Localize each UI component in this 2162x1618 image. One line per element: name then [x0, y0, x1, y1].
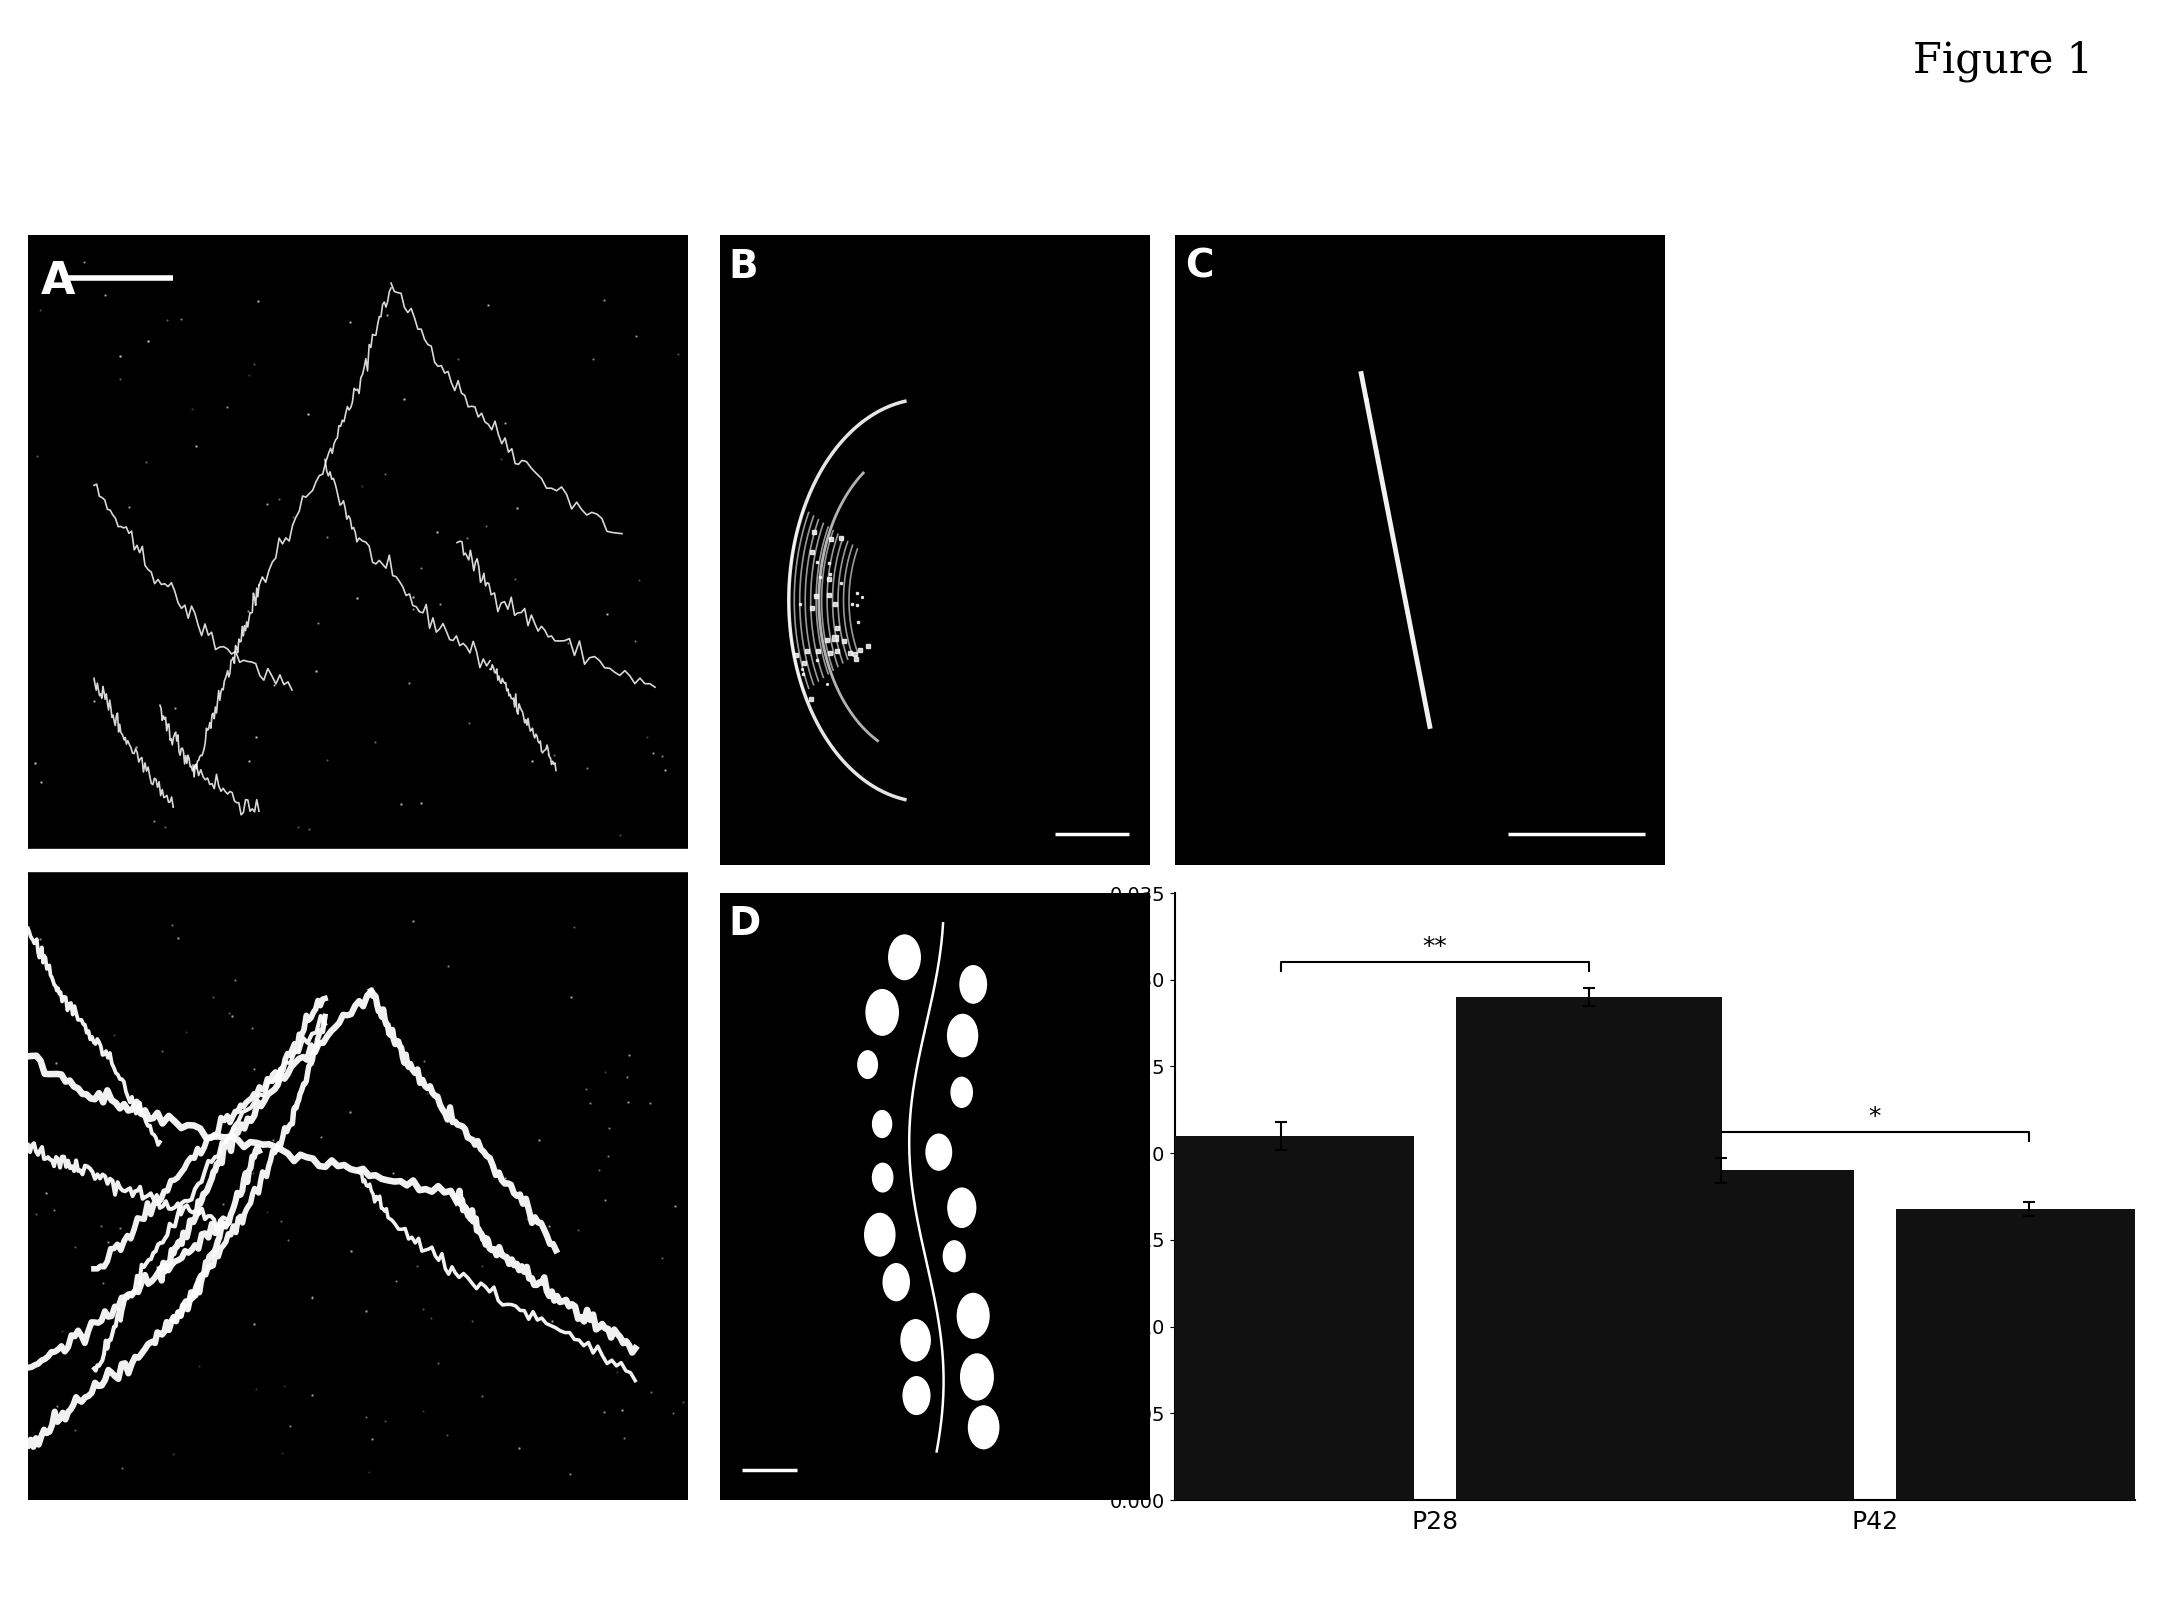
Bar: [1455, 997, 1721, 1500]
Circle shape: [951, 1078, 973, 1107]
Text: Figure 1: Figure 1: [1913, 40, 2093, 83]
Text: C: C: [1185, 248, 1213, 286]
Text: *: *: [1868, 1105, 1881, 1129]
Circle shape: [873, 1163, 893, 1192]
Circle shape: [947, 1188, 975, 1228]
Circle shape: [873, 1110, 891, 1137]
Bar: [1589, 1170, 1855, 1500]
Circle shape: [943, 1241, 964, 1272]
Circle shape: [947, 1014, 977, 1057]
Circle shape: [904, 1377, 930, 1414]
Text: E: E: [1031, 893, 1059, 935]
Y-axis label: Motility (μm/min): Motility (μm/min): [1083, 1107, 1105, 1286]
Circle shape: [902, 1320, 930, 1361]
Circle shape: [925, 1134, 951, 1170]
Circle shape: [960, 966, 986, 1003]
Text: **: **: [1423, 935, 1446, 959]
Circle shape: [969, 1406, 999, 1448]
Circle shape: [865, 1214, 895, 1256]
Bar: [1896, 1209, 2162, 1500]
Bar: [1148, 1136, 1414, 1500]
Bar: [28, 848, 688, 872]
Text: B: B: [729, 248, 759, 286]
Circle shape: [960, 1354, 992, 1400]
Circle shape: [889, 935, 921, 979]
Circle shape: [867, 990, 897, 1036]
Circle shape: [858, 1050, 878, 1078]
Circle shape: [882, 1264, 910, 1301]
Circle shape: [958, 1293, 988, 1338]
Text: A: A: [41, 260, 76, 303]
Text: D: D: [729, 904, 761, 943]
